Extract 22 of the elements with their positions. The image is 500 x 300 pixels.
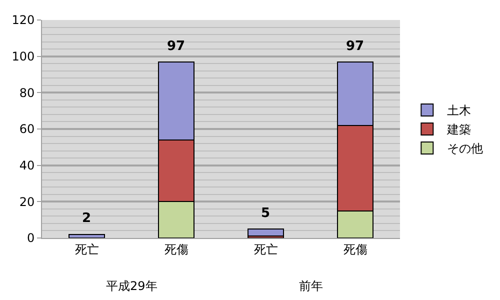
x-tick-label: 死亡 <box>74 242 99 256</box>
y-tick-label: 80 <box>19 86 35 100</box>
total-label: 97 <box>346 39 364 54</box>
x-tick-label: 死亡 <box>254 242 278 256</box>
total-label: 97 <box>167 39 186 54</box>
y-tick-label: 20 <box>19 194 35 209</box>
y-tick-label: 120 <box>12 13 35 28</box>
total-label: 5 <box>261 206 270 221</box>
x-tick-label: 死傷 <box>343 242 368 256</box>
y-tick-label: 40 <box>19 158 35 173</box>
legend-label: その他 <box>447 142 484 156</box>
total-label: 2 <box>82 211 92 226</box>
bar <box>68 234 106 238</box>
y-tick-label: 0 <box>26 231 35 246</box>
legend-label: 建築 <box>446 122 472 137</box>
legend-label: 土木 <box>447 104 472 118</box>
x-tick-label: 死傷 <box>164 242 188 256</box>
y-tick-label: 100 <box>12 50 35 64</box>
bar <box>247 228 284 237</box>
text: 前年 <box>299 279 323 293</box>
text: 平成29年 <box>106 279 158 293</box>
y-tick-label: 60 <box>19 122 35 136</box>
